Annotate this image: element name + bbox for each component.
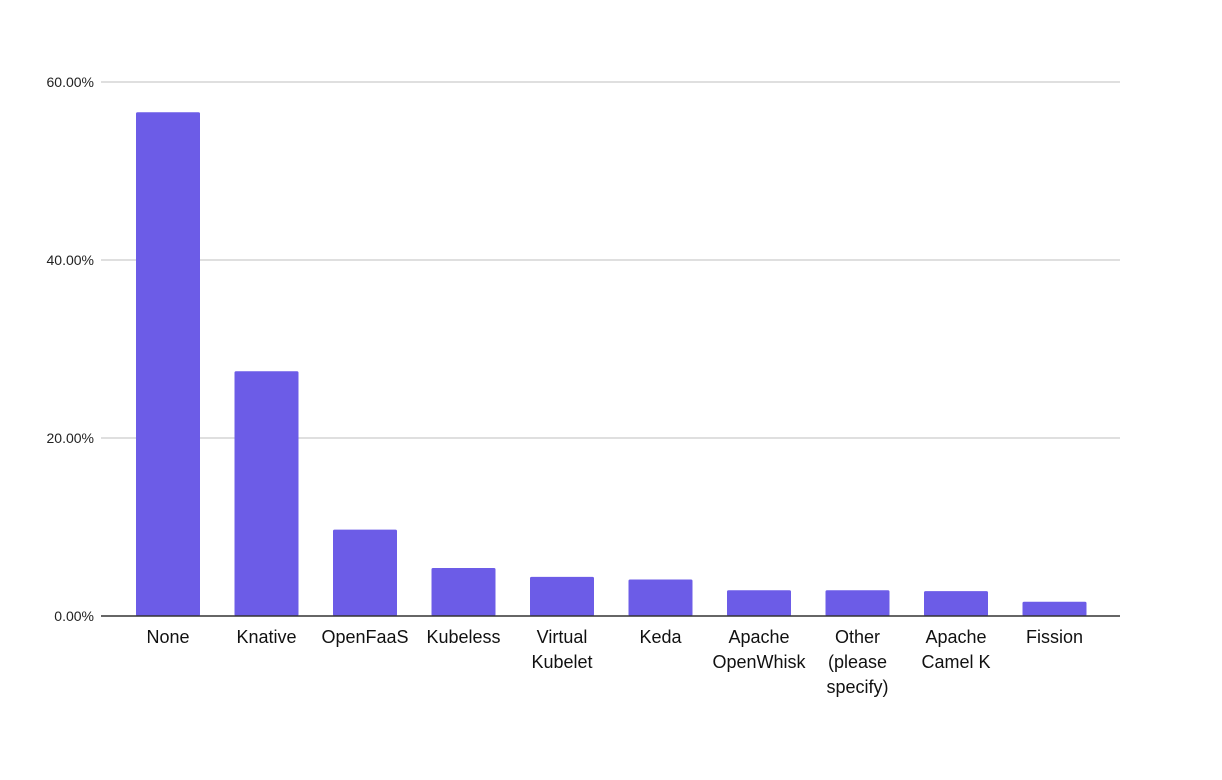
x-tick-label-line: None	[146, 627, 189, 647]
x-tick-label: Kubeless	[426, 627, 500, 647]
y-tick-label: 40.00%	[47, 252, 94, 268]
x-tick-label: OpenFaaS	[321, 627, 408, 647]
x-tick-label: Other (please specify)	[826, 627, 888, 697]
x-axis-ticks: None Knative OpenFaaS Kubeless Virtual Kubele…	[146, 627, 1083, 697]
y-tick-label: 0.00%	[54, 608, 94, 624]
bar-other-please-specify	[825, 590, 890, 616]
x-tick-label-line: OpenFaaS	[321, 627, 408, 647]
x-tick-label-line: Apache	[925, 627, 986, 647]
x-tick-label-line: Fission	[1026, 627, 1083, 647]
bar-none	[136, 112, 200, 616]
bar-apache-openwhisk	[727, 590, 791, 616]
bar-knative	[234, 371, 299, 616]
x-tick-label-line: Knative	[236, 627, 296, 647]
bar-virtual-kubelet	[530, 576, 594, 616]
x-tick-label: Keda	[639, 627, 682, 647]
x-tick-label: None	[146, 627, 189, 647]
bar-fission	[1022, 601, 1087, 616]
x-tick-label: Knative	[236, 627, 296, 647]
x-tick-label-line: Camel K	[921, 652, 990, 672]
bar-keda	[628, 579, 693, 616]
x-tick-label: Apache Camel K	[921, 627, 990, 672]
x-tick-label-line: Other	[835, 627, 880, 647]
y-tick-label: 20.00%	[47, 430, 94, 446]
y-tick-label: 60.00%	[47, 74, 94, 90]
x-tick-label-line: Kubeless	[426, 627, 500, 647]
bar-apache-camel-k	[924, 591, 988, 616]
x-tick-label: Virtual Kubelet	[531, 627, 592, 672]
bar-kubeless	[431, 567, 496, 616]
x-tick-label-line: Kubelet	[531, 652, 592, 672]
y-axis-ticks: 0.00% 20.00% 40.00% 60.00%	[47, 74, 94, 624]
x-tick-label-line: Keda	[639, 627, 682, 647]
x-tick-label-line: OpenWhisk	[712, 652, 806, 672]
x-tick-label-line: (please	[828, 652, 887, 672]
x-tick-label-line: specify)	[826, 677, 888, 697]
x-tick-label: Fission	[1026, 627, 1083, 647]
bar-openfaas	[333, 529, 397, 616]
bars	[136, 112, 1087, 616]
x-tick-label-line: Apache	[728, 627, 789, 647]
x-tick-label-line: Virtual	[537, 627, 588, 647]
x-tick-label: Apache OpenWhisk	[712, 627, 806, 672]
